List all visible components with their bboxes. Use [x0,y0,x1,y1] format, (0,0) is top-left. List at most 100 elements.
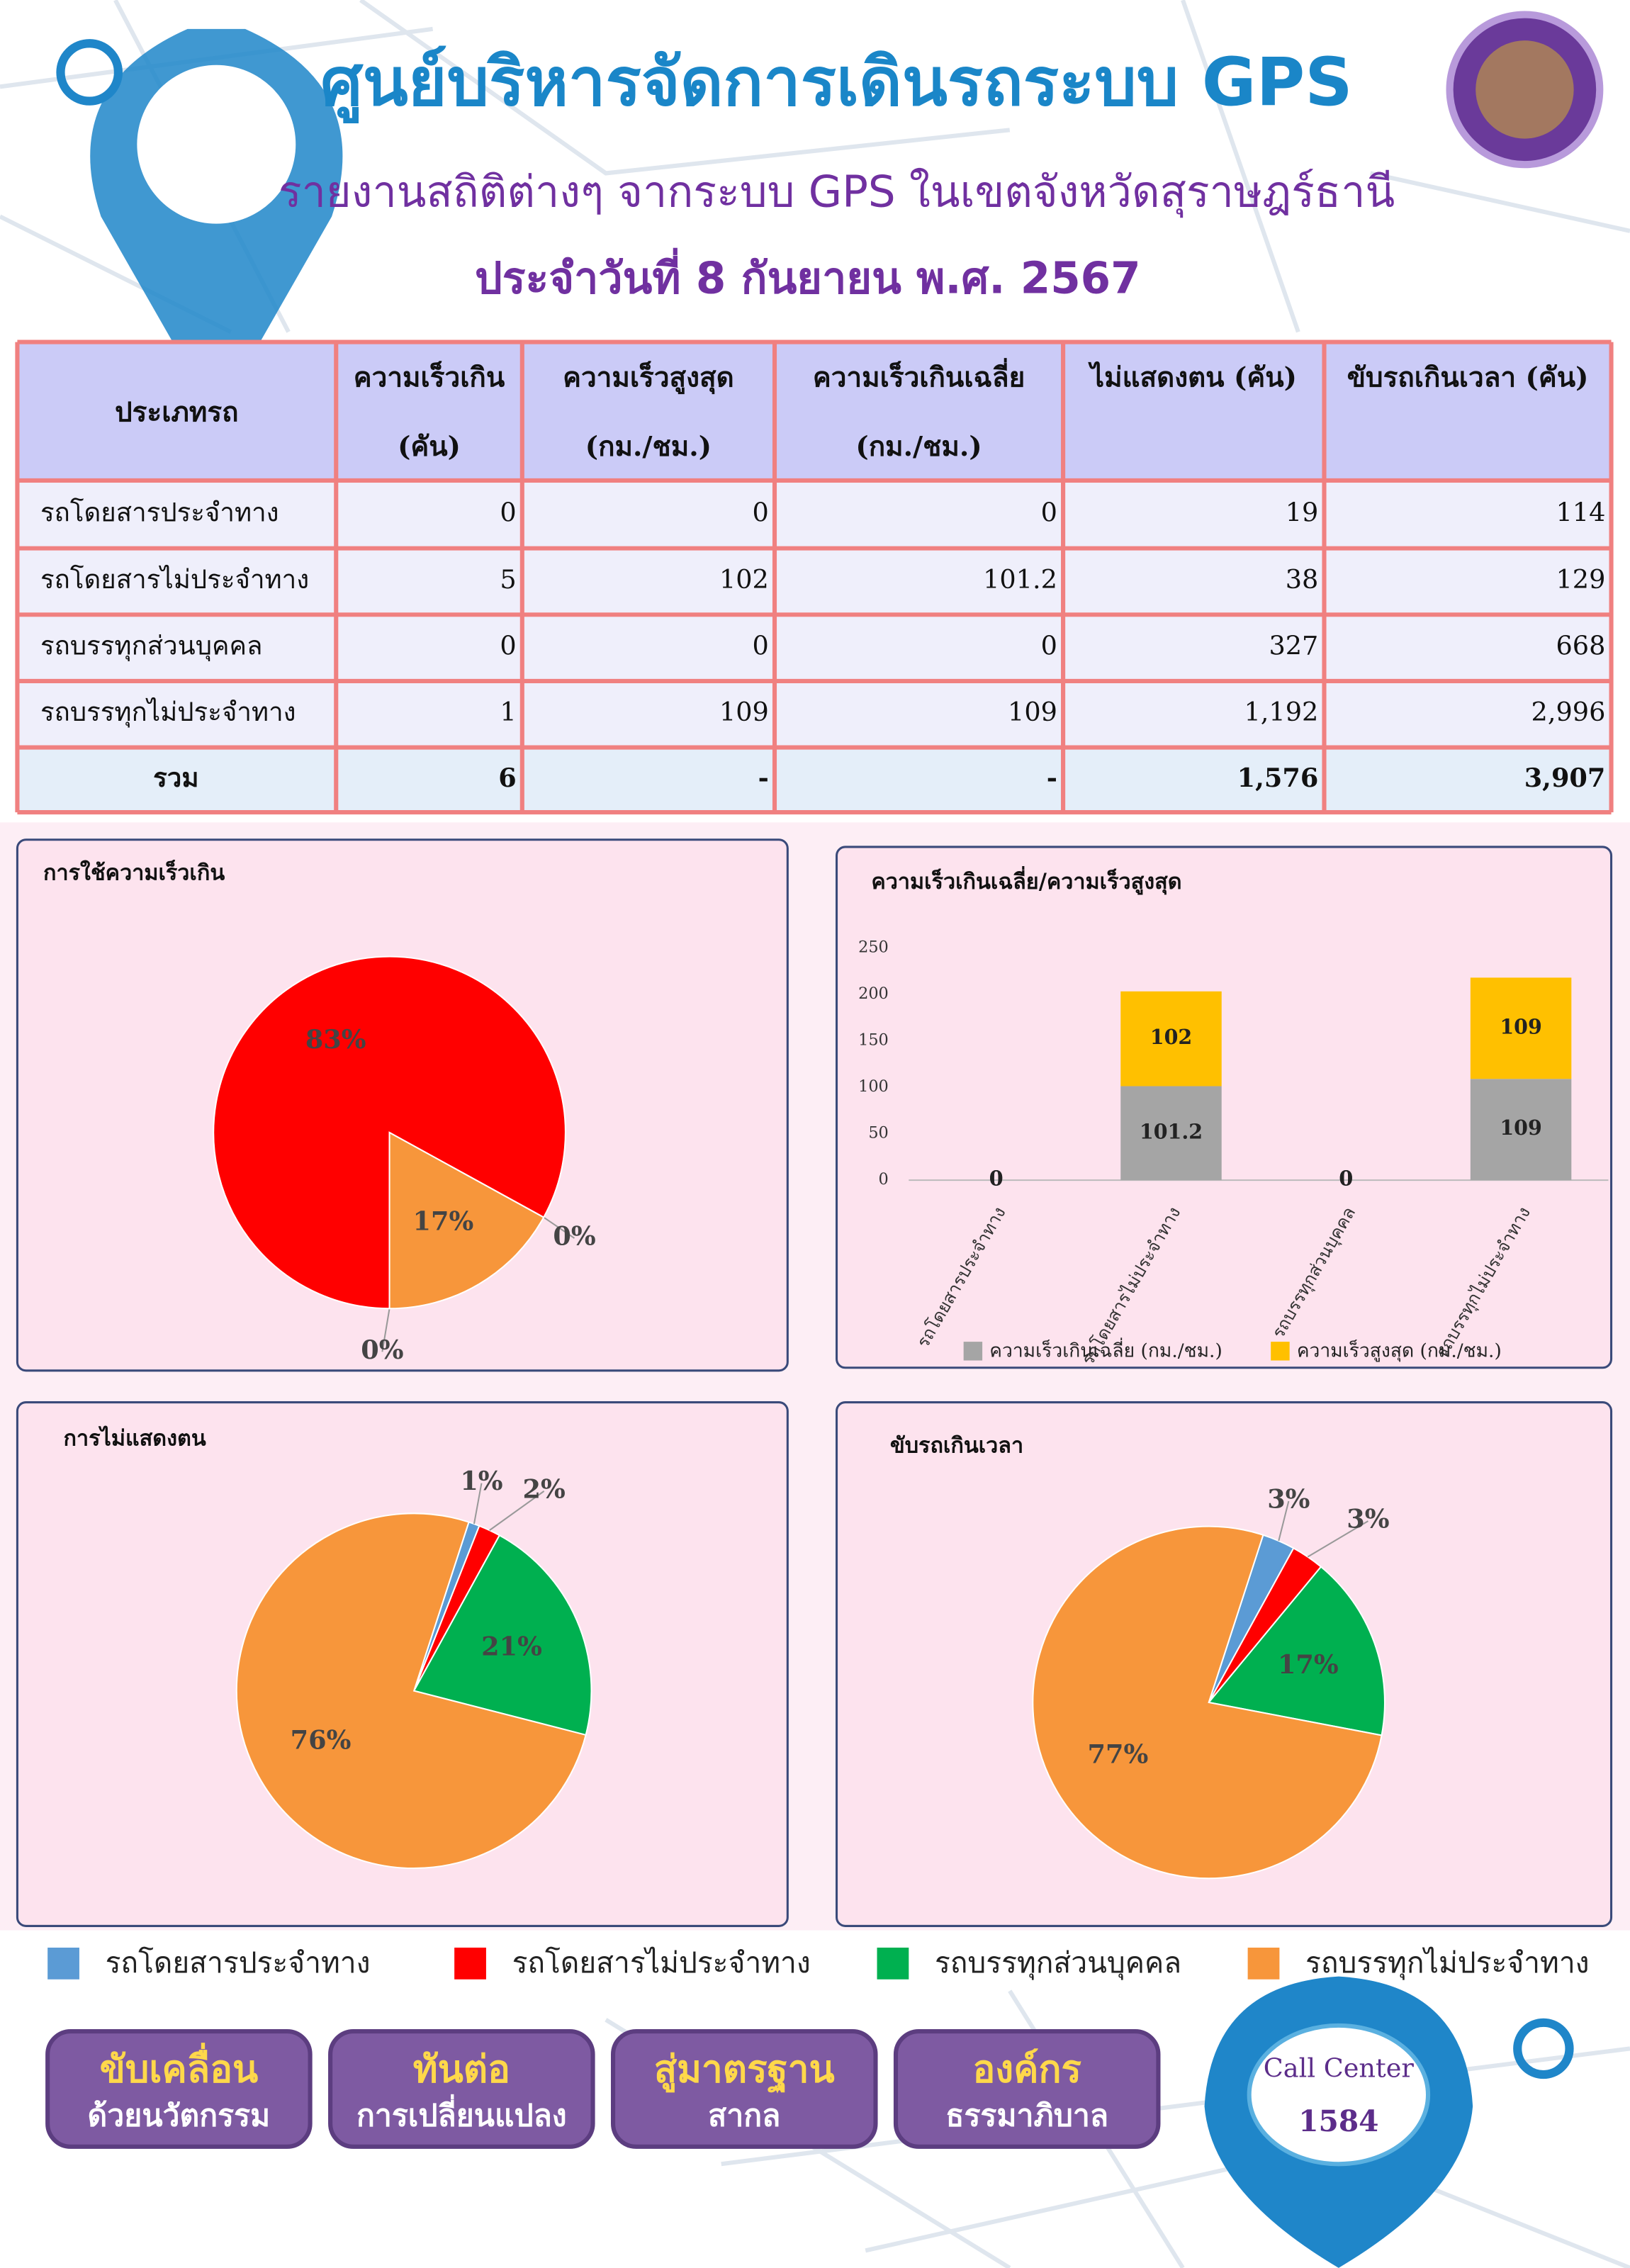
table-header: ประเภทรถ [115,396,238,428]
table-cell: 2,996 [1531,697,1606,727]
data-label: 77% [1088,1739,1149,1769]
data-label: 21% [481,1632,542,1662]
table-header: ความเร็วเกินเฉลี่ย [813,357,1025,393]
table-cell: 1,576 [1237,763,1319,793]
table-cell: 38 [1286,564,1319,595]
bar-segment [1120,991,1222,1087]
pie-slice [1207,1566,1386,1736]
pie-slice [388,1131,545,1310]
page-subtitle: รายงานสถิติต่างๆ จากระบบ GPS ในเขตจังหวั… [279,167,1395,218]
table-cell: 0 [500,497,516,527]
table-row-bg [17,480,1612,549]
table-cell: 1,192 [1244,697,1318,727]
table-header: ความเร็วสูงสุด [563,360,734,394]
legend-swatch [47,1947,79,1980]
legend-swatch [1247,1947,1280,1980]
leader-line [473,1483,483,1525]
emblem-inner [1476,40,1574,139]
leader-line [1307,1520,1368,1558]
data-label: 101.2 [1140,1119,1203,1143]
legend-swatch [963,1342,983,1361]
footer-button [893,2028,1161,2149]
table-cell: 0 [753,497,769,527]
table-cell: 0 [1041,497,1057,527]
table-cell: 114 [1556,497,1605,527]
footer-button-text: ขับเคลื่อน [100,2043,259,2092]
legend-label: ความเร็วสูงสุด (กม./ชม.) [1297,1338,1502,1362]
y-tick-label: 150 [858,1031,889,1050]
data-label: 3% [1347,1504,1389,1534]
table-header: (คัน) [398,431,461,463]
table-cell: รถโดยสารประจำทาง [40,497,279,527]
table-cell: รถโดยสารไม่ประจำทาง [40,564,309,595]
pin-decoration [56,28,1574,2079]
data-label: 0 [1339,1167,1353,1191]
table-cell: - [1047,763,1057,793]
legend-label: ความเร็วเกินเฉลี่ย (กม./ชม.) [989,1337,1222,1362]
y-tick-label: 250 [858,938,889,956]
chart-title: การใช้ความเร็วเกิน [43,860,225,886]
chart-panel [836,846,1613,1369]
table-row-bg [17,747,1612,813]
data-label: 109 [1500,1014,1541,1038]
leader-line [381,1308,390,1352]
legend-label: รถโดยสารประจำทาง [106,1946,371,1980]
footer-button-text: องค์กร [972,2048,1081,2092]
data-label: 17% [1278,1649,1339,1680]
call-center-number: 1584 [1298,2104,1378,2138]
y-tick-label: 50 [868,1124,888,1143]
y-tick-label: 0 [879,1170,889,1189]
leader-line [543,1216,575,1239]
pie-slice [1032,1525,1383,1880]
footer-button-text: การเปลี่ยนแปลง [356,2094,567,2134]
chart-title: ความเร็วเกินเฉลี่ย/ความเร็วสูงสุด [871,866,1181,895]
table-header-bg [17,342,1612,481]
data-label: 0 [989,1167,1004,1191]
data-label: 109 [1500,1116,1541,1140]
table-cell: 0 [1041,631,1057,661]
pie-slice [412,1534,592,1736]
table-cell: 5 [500,564,516,595]
legend-swatch [454,1947,486,1980]
table-header: ไม่แสดงตน (คัน) [1088,361,1297,393]
data-label: 0% [553,1221,595,1252]
y-tick-label: 200 [858,984,889,1003]
bar-segment [1120,1086,1222,1181]
leader-line [489,1491,545,1531]
data-label: 17% [413,1206,474,1237]
footer-button-text: สากล [708,2099,780,2134]
leader-line [1278,1500,1290,1542]
data-label: 0 [1339,1167,1353,1191]
page-title: ศูนย์บริหารจัดการเดินรถระบบ GPS [320,44,1352,123]
table-row-bg [17,680,1612,748]
pie-slice [235,1512,587,1870]
shared-legend: รถโดยสารประจำทาง รถโดยสารไม่ประจำทาง รถบรร… [47,1946,1590,1980]
footer-button-text: ทันต่อ [413,2048,510,2092]
table-cell: 19 [1286,497,1319,527]
report-date: ประจำวันที่ 8 กันยายน พ.ศ. 2567 [475,248,1141,304]
legend-swatch [1271,1342,1290,1361]
table-row-bg [17,614,1612,681]
data-label: 2% [522,1473,565,1504]
chart-title: การไม่แสดงตน [64,1426,206,1452]
data-label: 1% [460,1466,502,1496]
table-header: ความเร็วเกิน [354,360,505,393]
footer-button [45,2028,313,2149]
table-cell: รวม [153,763,198,793]
data-label: 0% [361,1335,403,1365]
table-cell: 0 [753,631,769,661]
call-center-badge [1247,2023,1431,2167]
table-cell: 129 [1556,564,1605,595]
legend-swatch [877,1947,909,1980]
data-label: 102 [1150,1025,1192,1049]
table-cell: 668 [1556,631,1605,661]
table-cell: 1 [500,697,516,727]
table-cell: 101.2 [983,564,1057,595]
data-label: 3% [1267,1484,1310,1515]
data-label: 0 [989,1167,1004,1191]
table-cell: 6 [498,763,516,793]
footer-button [328,2028,595,2149]
footer: ขับเคลื่อนด้วยนวัตกรรม ทันต่อการเปลี่ยนแป… [45,1976,1473,2268]
table-cell: 327 [1269,631,1318,661]
